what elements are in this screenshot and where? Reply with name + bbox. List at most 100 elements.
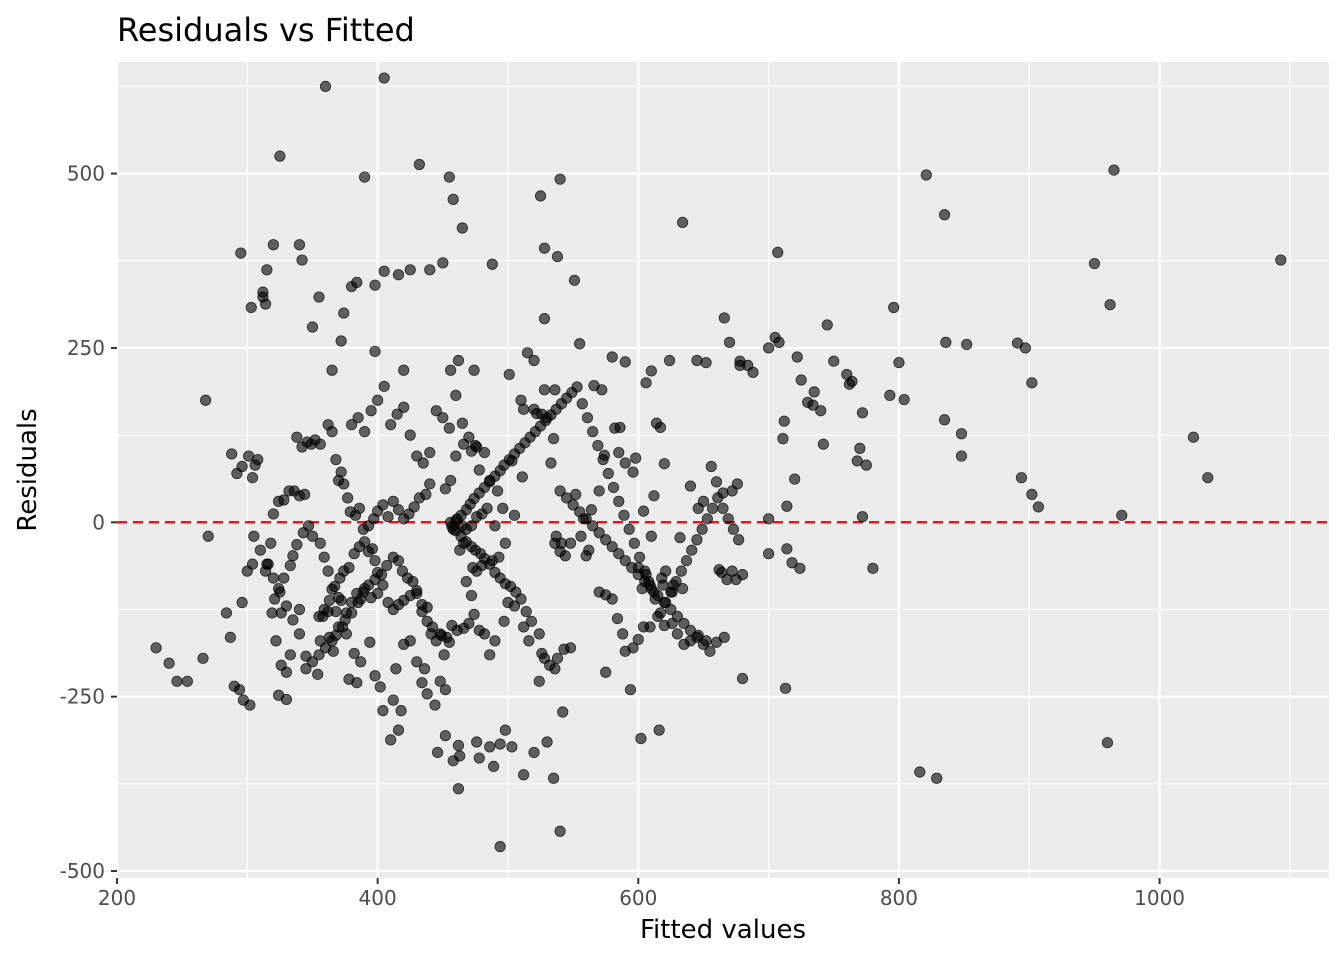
data-point	[254, 544, 266, 556]
data-point	[808, 386, 820, 398]
data-point	[628, 537, 640, 549]
data-point	[313, 610, 325, 623]
data-point	[456, 417, 468, 429]
data-point	[645, 365, 657, 377]
data-point	[722, 513, 734, 525]
data-point	[576, 398, 588, 410]
data-point	[931, 772, 943, 784]
data-point	[611, 612, 624, 625]
data-point	[398, 513, 410, 525]
data-point	[691, 354, 703, 367]
data-point	[313, 291, 325, 303]
data-point	[365, 592, 377, 604]
data-point	[671, 628, 683, 640]
data-point	[630, 452, 642, 464]
data-point	[392, 269, 405, 281]
data-point	[293, 603, 306, 616]
data-point	[396, 565, 409, 577]
data-point	[322, 419, 334, 431]
data-point	[481, 502, 493, 514]
data-point	[640, 377, 652, 389]
data-point	[437, 257, 449, 269]
data-point	[421, 615, 433, 627]
data-point	[1088, 257, 1101, 270]
data-point	[359, 426, 371, 438]
data-point	[654, 607, 667, 619]
data-point	[727, 523, 740, 535]
data-point	[278, 572, 290, 584]
data-point	[293, 628, 306, 640]
data-point	[795, 374, 807, 386]
y-tick-label: 250	[67, 336, 105, 360]
data-point	[416, 599, 428, 611]
data-point	[888, 301, 900, 314]
data-point	[644, 621, 656, 633]
data-point	[293, 239, 306, 251]
data-point	[1032, 501, 1044, 513]
data-point	[763, 342, 775, 354]
data-point	[377, 579, 389, 591]
data-point	[704, 645, 716, 657]
data-point	[551, 652, 564, 664]
data-point	[283, 485, 295, 497]
data-point	[319, 80, 332, 93]
data-point	[791, 351, 803, 363]
data-points	[150, 72, 1287, 853]
data-point	[231, 467, 243, 480]
data-point	[867, 562, 879, 574]
data-point	[261, 264, 273, 276]
data-point	[280, 600, 293, 612]
data-point	[369, 670, 381, 682]
data-point	[600, 534, 612, 546]
data-point	[898, 393, 910, 406]
data-point	[675, 565, 687, 577]
data-point	[1104, 299, 1116, 311]
data-point	[617, 628, 629, 640]
data-point	[955, 450, 968, 462]
data-point	[445, 474, 457, 487]
data-point	[398, 401, 410, 413]
data-point	[390, 663, 402, 675]
x-tick-label: 400	[359, 886, 397, 910]
data-point	[439, 483, 452, 495]
data-point	[382, 511, 394, 523]
data-point	[1108, 164, 1120, 176]
data-point	[267, 508, 279, 520]
data-point	[443, 422, 455, 434]
data-point	[489, 566, 501, 579]
data-point	[571, 381, 583, 393]
data-point	[323, 594, 336, 607]
data-point	[523, 635, 535, 647]
data-point	[452, 739, 465, 752]
data-point	[200, 394, 212, 406]
data-point	[587, 520, 599, 532]
data-point	[220, 607, 233, 619]
data-point	[528, 354, 540, 367]
data-point	[243, 450, 255, 462]
data-point	[670, 575, 682, 588]
data-point	[580, 550, 592, 562]
data-point	[335, 335, 347, 347]
data-point	[518, 769, 530, 781]
data-point	[645, 530, 657, 542]
data-point	[332, 474, 345, 487]
data-point	[515, 394, 527, 406]
data-point	[555, 537, 568, 549]
data-point	[773, 336, 785, 348]
data-point	[450, 389, 462, 401]
data-point	[807, 399, 819, 411]
data-point	[557, 706, 569, 718]
data-point	[391, 408, 403, 420]
data-point	[663, 354, 676, 367]
data-point	[395, 705, 407, 717]
data-point	[633, 551, 646, 563]
data-point	[606, 541, 618, 553]
data-point	[538, 384, 551, 396]
data-point	[382, 596, 394, 609]
data-point	[614, 421, 626, 434]
data-point	[296, 254, 308, 266]
chart-title: Residuals vs Fitted	[117, 11, 415, 49]
data-point	[1116, 509, 1128, 521]
x-axis-ticks: 200 400 600 800 1000	[98, 878, 1185, 910]
